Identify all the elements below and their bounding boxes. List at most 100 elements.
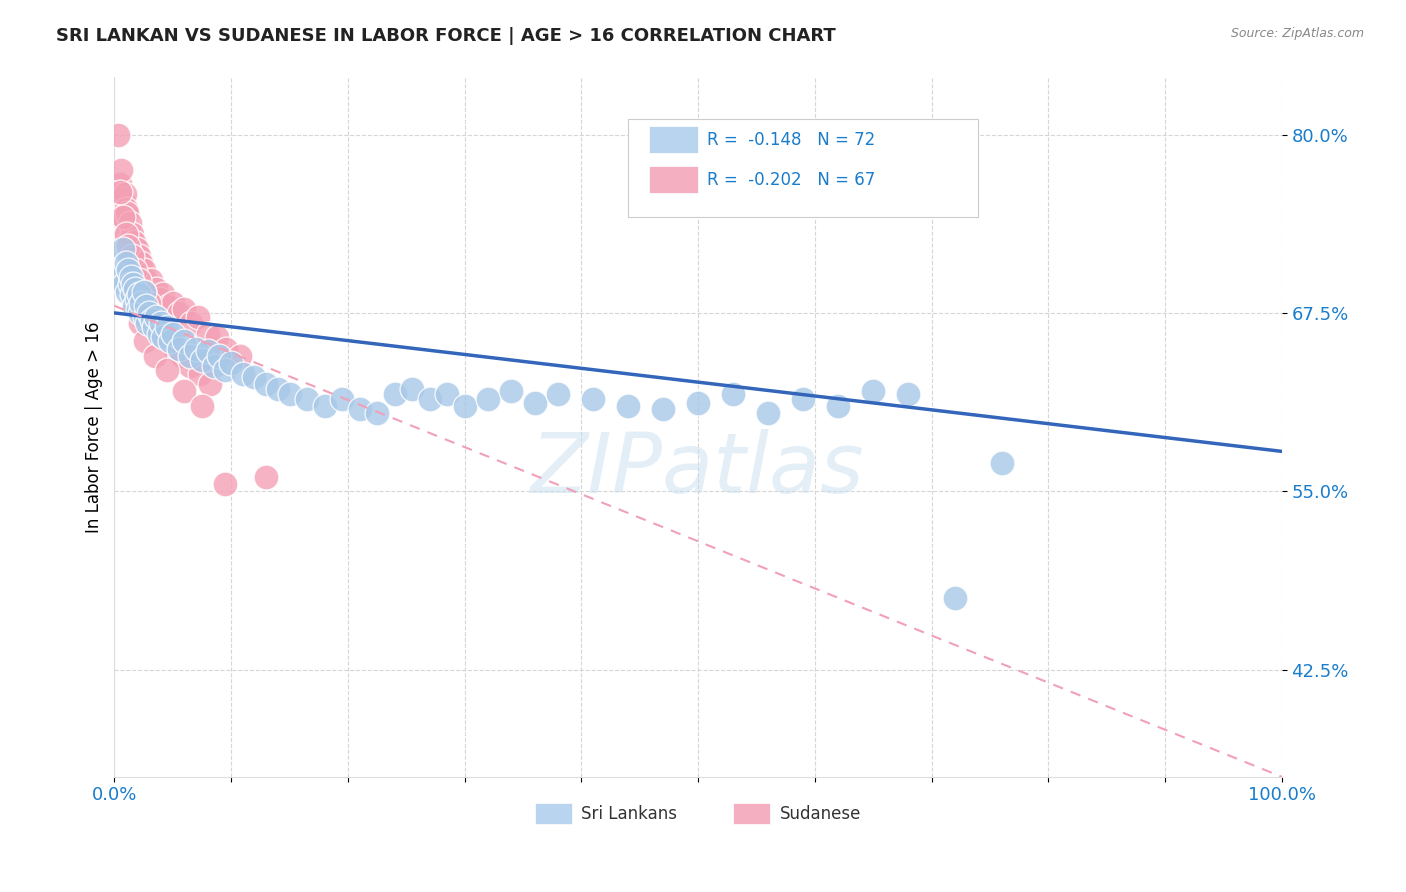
Point xyxy=(366,406,388,420)
Point xyxy=(115,227,138,242)
Point xyxy=(159,334,181,349)
Point xyxy=(135,299,157,313)
Point xyxy=(111,242,134,256)
Point xyxy=(145,282,167,296)
Point xyxy=(617,399,640,413)
Point xyxy=(162,296,184,310)
Point xyxy=(384,387,406,401)
Point xyxy=(117,206,139,220)
Point xyxy=(120,242,142,256)
Point xyxy=(254,377,277,392)
Point xyxy=(243,370,266,384)
Point xyxy=(990,456,1012,470)
Point xyxy=(114,187,136,202)
Text: R =  -0.148   N = 72: R = -0.148 N = 72 xyxy=(707,131,876,149)
Point xyxy=(115,256,138,270)
Text: Source: ZipAtlas.com: Source: ZipAtlas.com xyxy=(1230,27,1364,40)
Point xyxy=(121,277,143,292)
Point xyxy=(943,591,966,606)
Point xyxy=(107,128,129,142)
Point xyxy=(145,310,167,325)
Bar xyxy=(650,127,697,153)
Point xyxy=(111,211,134,225)
Point xyxy=(132,263,155,277)
Point xyxy=(120,270,142,285)
Point xyxy=(139,273,162,287)
Point xyxy=(118,277,141,292)
Bar xyxy=(733,804,770,824)
Point xyxy=(110,163,132,178)
Point xyxy=(721,387,744,401)
Point xyxy=(167,342,190,356)
Point xyxy=(122,277,145,292)
Text: R =  -0.202   N = 67: R = -0.202 N = 67 xyxy=(707,171,876,189)
Point xyxy=(197,344,219,359)
Point xyxy=(232,368,254,382)
Point xyxy=(134,334,156,349)
Point xyxy=(162,327,184,342)
Point xyxy=(122,235,145,249)
Point xyxy=(149,292,172,306)
Point xyxy=(187,310,209,325)
Bar xyxy=(534,804,572,824)
Point xyxy=(124,299,146,313)
Point xyxy=(134,310,156,325)
Point xyxy=(128,249,150,263)
Point xyxy=(523,396,546,410)
Point xyxy=(547,387,569,401)
Point xyxy=(129,270,152,285)
Point xyxy=(150,320,173,334)
Point xyxy=(254,470,277,484)
Point xyxy=(110,270,132,285)
Point xyxy=(127,259,149,273)
Bar xyxy=(650,166,697,193)
Point xyxy=(827,399,849,413)
Point xyxy=(118,216,141,230)
FancyBboxPatch shape xyxy=(628,120,979,218)
Point xyxy=(124,256,146,270)
Point xyxy=(117,263,139,277)
Point xyxy=(152,330,174,344)
Point xyxy=(349,401,371,416)
Point xyxy=(124,263,146,277)
Point xyxy=(148,327,170,342)
Point xyxy=(117,285,139,299)
Point xyxy=(165,342,187,356)
Point xyxy=(191,353,214,368)
Point xyxy=(219,356,242,370)
Text: SRI LANKAN VS SUDANESE IN LABOR FORCE | AGE > 16 CORRELATION CHART: SRI LANKAN VS SUDANESE IN LABOR FORCE | … xyxy=(56,27,837,45)
Point xyxy=(112,277,135,292)
Point xyxy=(686,396,709,410)
Point xyxy=(197,327,219,342)
Point xyxy=(122,299,145,313)
Point xyxy=(129,296,152,310)
Point xyxy=(173,384,195,399)
Point xyxy=(143,349,166,363)
Point xyxy=(897,387,920,401)
Point xyxy=(129,306,152,320)
Point xyxy=(156,363,179,377)
Point xyxy=(792,392,814,406)
Point xyxy=(138,296,160,310)
Point xyxy=(136,282,159,296)
Point xyxy=(202,359,225,373)
Point xyxy=(205,330,228,344)
Point xyxy=(156,320,179,334)
Point xyxy=(152,287,174,301)
Point xyxy=(117,235,139,249)
Point xyxy=(436,387,458,401)
Point xyxy=(157,299,180,313)
Text: Sri Lankans: Sri Lankans xyxy=(581,805,678,822)
Point xyxy=(132,285,155,299)
Point xyxy=(112,213,135,227)
Point xyxy=(131,277,153,292)
Point xyxy=(121,227,143,242)
Point xyxy=(117,239,139,253)
Point xyxy=(179,349,201,363)
Point xyxy=(143,320,166,334)
Point xyxy=(180,316,202,330)
Point xyxy=(141,313,163,327)
Text: Sudanese: Sudanese xyxy=(780,805,860,822)
Point xyxy=(132,285,155,299)
Point xyxy=(208,349,231,363)
